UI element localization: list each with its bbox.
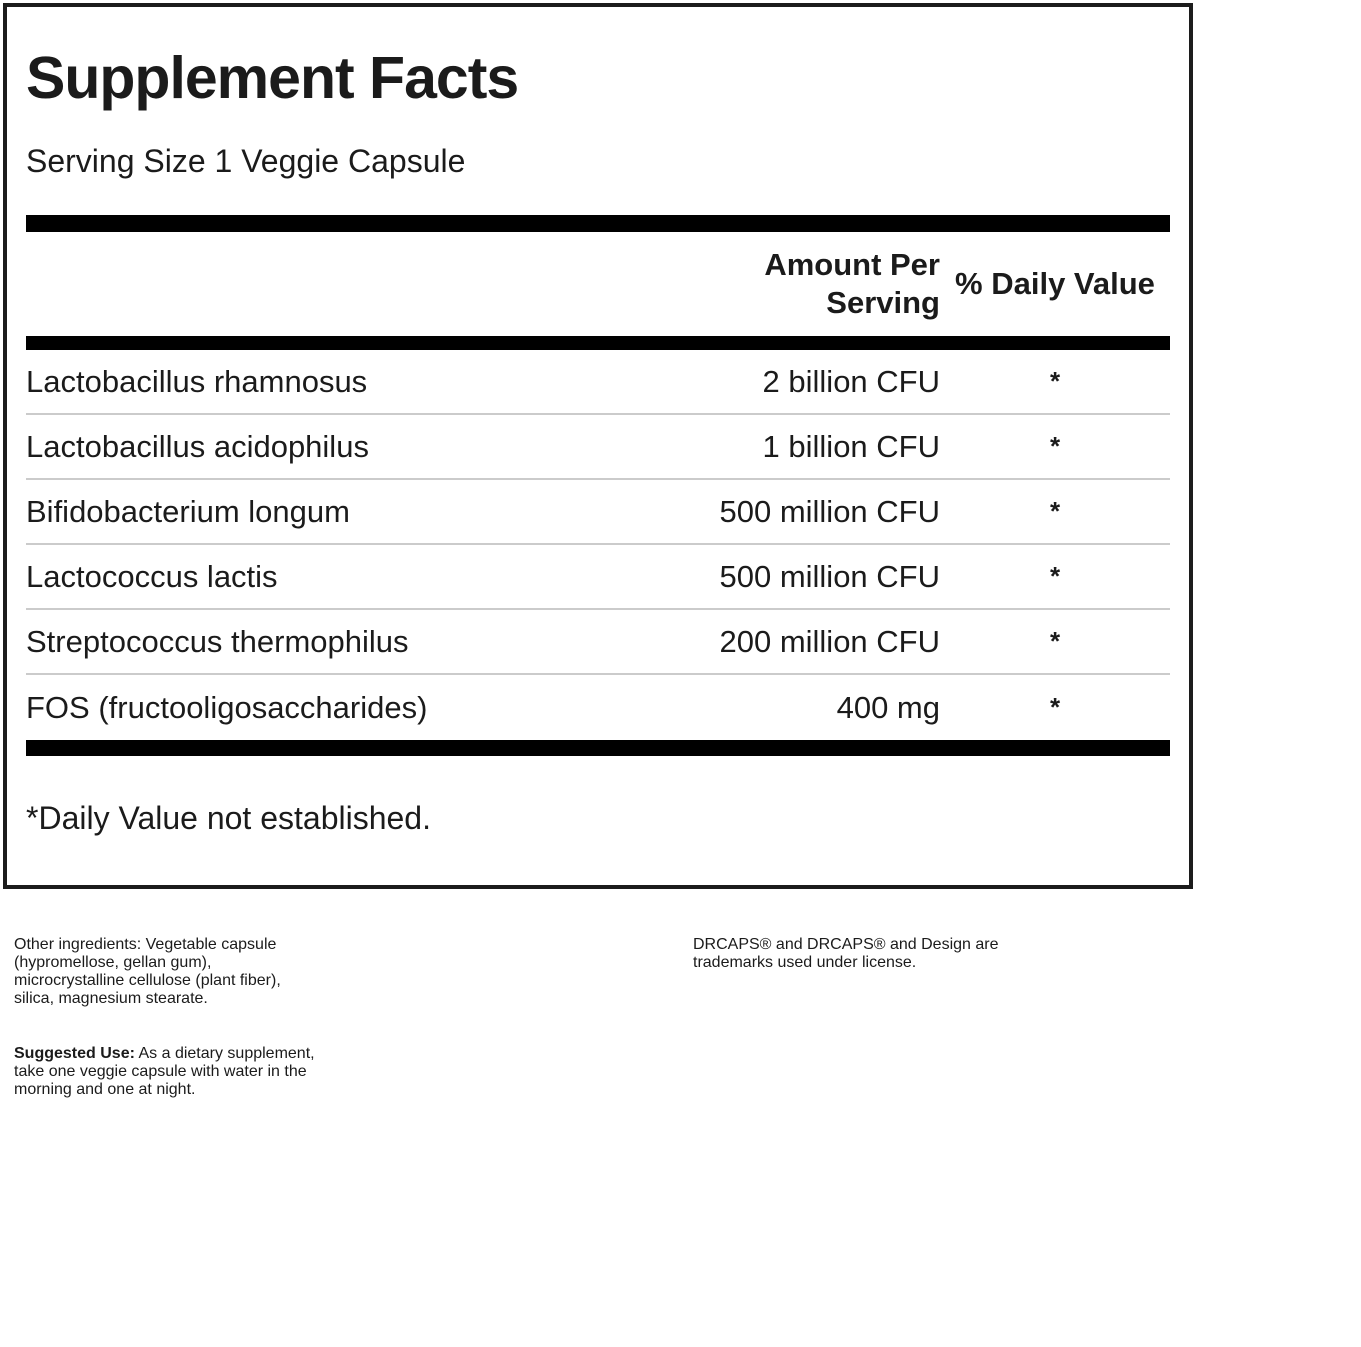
table-row: Lactobacillus acidophilus 1 billion CFU … [26, 415, 1170, 480]
other-ingredients-line: silica, magnesium stearate. [14, 990, 208, 1007]
amount-header-line2: Serving [826, 285, 940, 320]
thick-rule-bottom [26, 740, 1170, 756]
trademark-notice-line: DRCAPS® and DRCAPS® and Design are [693, 936, 999, 953]
table-row: FOS (fructooligosaccharides) 400 mg * [26, 675, 1170, 740]
table-row: Bifidobacterium longum 500 million CFU * [26, 480, 1170, 545]
daily-value-footnote: *Daily Value not established. [26, 800, 431, 836]
rule-below-header [26, 336, 1170, 350]
amount-header-line1: Amount Per [764, 247, 940, 282]
thick-rule-top [26, 215, 1170, 232]
ingredient-daily-value: * [1049, 692, 1061, 722]
below-panel-text: Other ingredients: Vegetable capsule (hy… [0, 936, 1361, 1115]
daily-value-header: % Daily Value [955, 266, 1155, 301]
panel-title: Supplement Facts [26, 45, 519, 111]
ingredient-name: Streptococcus thermophilus [26, 623, 409, 659]
ingredient-daily-value: * [1049, 626, 1061, 656]
table-row: Lactococcus lactis 500 million CFU * [26, 545, 1170, 610]
ingredient-daily-value: * [1049, 561, 1061, 591]
panel-content: Supplement Facts Serving Size 1 Veggie C… [7, 48, 1189, 838]
ingredient-amount: 2 billion CFU [762, 363, 940, 399]
table-header: Amount Per Serving % Daily Value [26, 232, 1170, 336]
ingredient-table: Lactobacillus rhamnosus 2 billion CFU * … [26, 350, 1170, 740]
ingredient-amount: 500 million CFU [719, 493, 940, 529]
suggested-use-line: Suggested Use: As a dietary supplement, [14, 1045, 693, 1063]
other-ingredients-line: (hypromellose, gellan gum), [14, 954, 212, 971]
ingredient-daily-value: * [1049, 431, 1061, 461]
suggested-use-line: take one veggie capsule with water in th… [14, 1063, 307, 1080]
trademark-notice-line: trademarks used under license. [693, 954, 917, 971]
suggested-use-line1-rest: As a dietary supplement, [134, 1045, 315, 1062]
amount-per-serving-header: Amount Per Serving [610, 246, 940, 322]
ingredient-amount: 400 mg [836, 689, 940, 725]
ingredient-name: Lactobacillus acidophilus [26, 428, 369, 464]
other-ingredients-line: microcrystalline cellulose (plant fiber)… [14, 972, 281, 989]
ingredient-name: Lactococcus lactis [26, 558, 278, 594]
suggested-use-line: morning and one at night. [14, 1081, 196, 1098]
ingredient-name: Bifidobacterium longum [26, 493, 350, 529]
ingredient-name: FOS (fructooligosaccharides) [26, 689, 428, 725]
suggested-use-label: Suggested Use: [14, 1045, 135, 1062]
ingredient-amount: 200 million CFU [719, 623, 940, 659]
supplement-facts-panel: Supplement Facts Serving Size 1 Veggie C… [3, 3, 1193, 889]
ingredient-daily-value: * [1049, 496, 1061, 526]
table-row: Streptococcus thermophilus 200 million C… [26, 610, 1170, 675]
table-row: Lactobacillus rhamnosus 2 billion CFU * [26, 350, 1170, 415]
ingredient-amount: 1 billion CFU [762, 428, 940, 464]
left-text-column: Other ingredients: Vegetable capsule (hy… [14, 936, 693, 1115]
serving-size: Serving Size 1 Veggie Capsule [26, 143, 466, 179]
ingredient-amount: 500 million CFU [719, 558, 940, 594]
other-ingredients-line: Other ingredients: Vegetable capsule [14, 936, 277, 953]
ingredient-daily-value: * [1049, 366, 1061, 396]
right-text-column: DRCAPS® and DRCAPS® and Design are trade… [693, 936, 1347, 1115]
ingredient-name: Lactobacillus rhamnosus [26, 363, 368, 399]
